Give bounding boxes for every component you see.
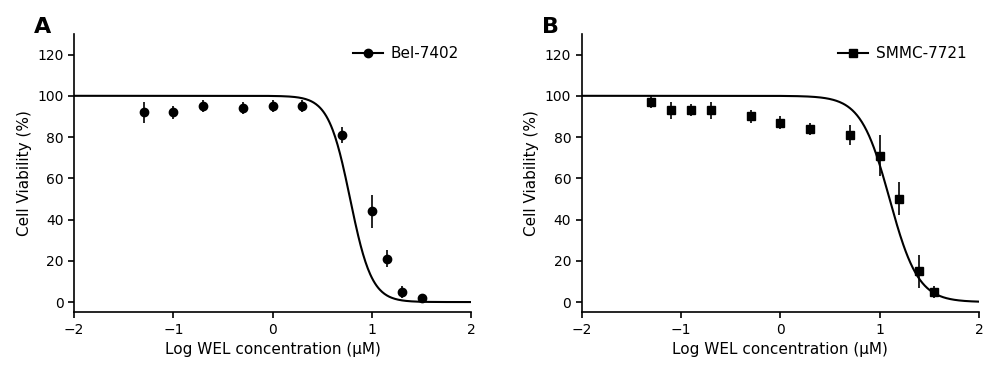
- Y-axis label: Cell Viability (%): Cell Viability (%): [17, 110, 32, 236]
- X-axis label: Log WEL concentration (μM): Log WEL concentration (μM): [672, 342, 888, 357]
- Text: A: A: [34, 17, 52, 37]
- Legend: SMMC-7721: SMMC-7721: [833, 42, 971, 66]
- X-axis label: Log WEL concentration (μM): Log WEL concentration (μM): [165, 342, 381, 357]
- Text: B: B: [542, 17, 559, 37]
- Y-axis label: Cell Viability (%): Cell Viability (%): [524, 110, 539, 236]
- Legend: Bel-7402: Bel-7402: [348, 42, 464, 66]
